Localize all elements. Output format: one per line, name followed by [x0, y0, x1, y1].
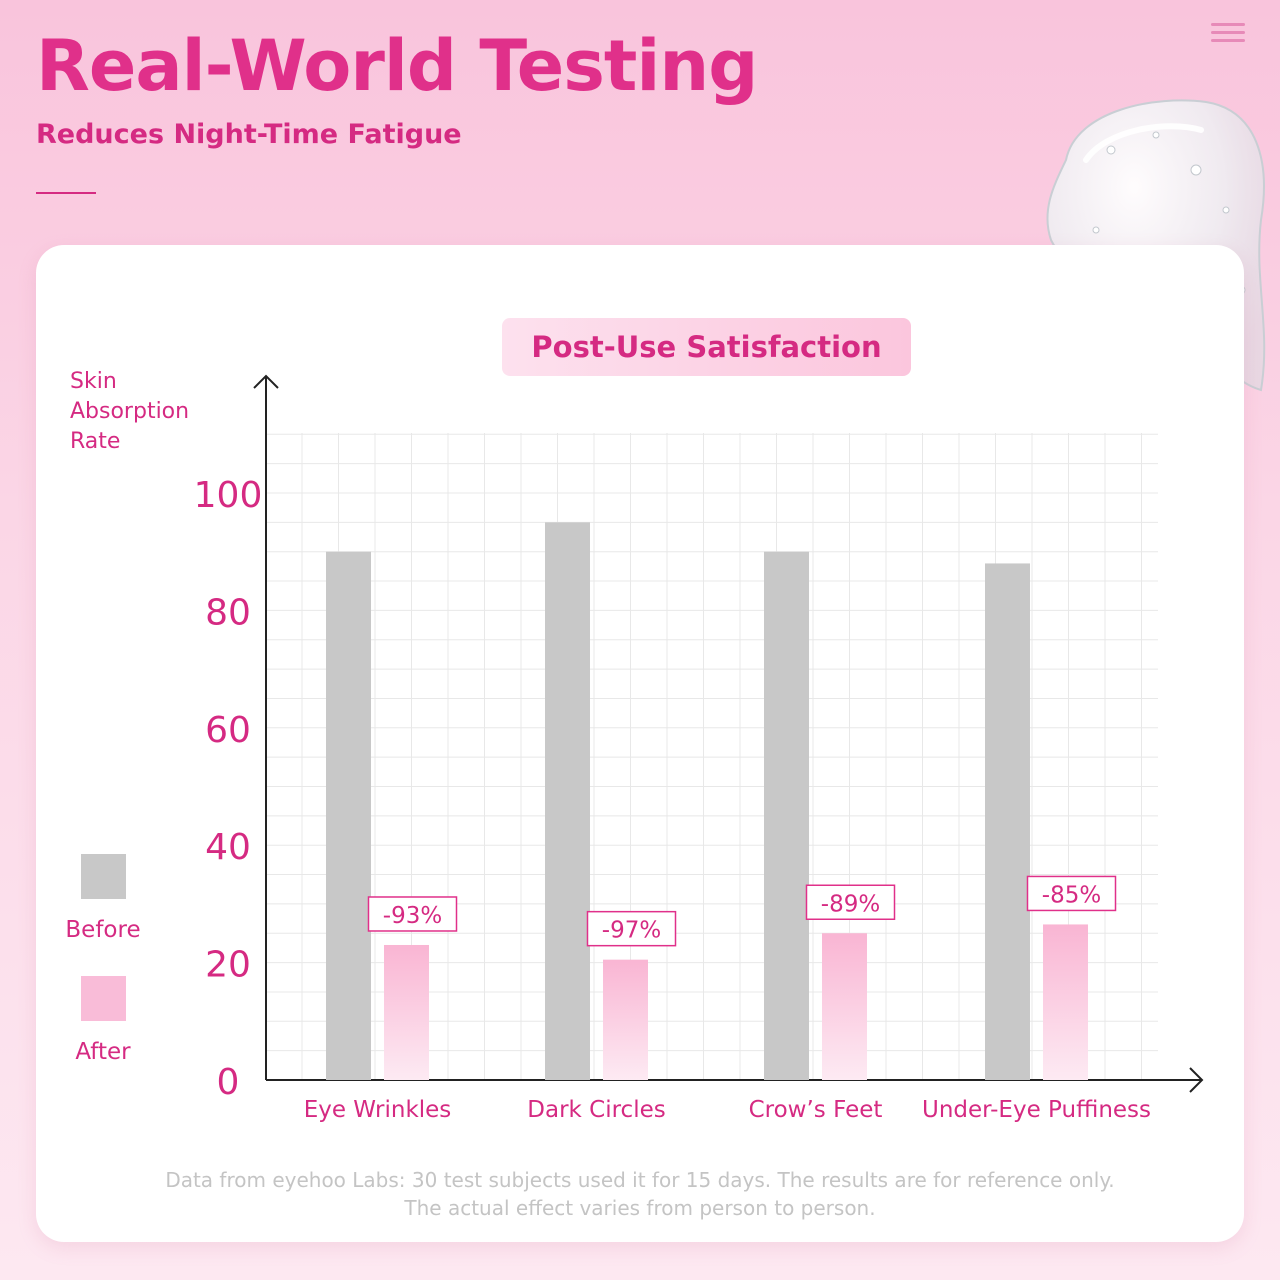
- bar-before: [985, 563, 1030, 1080]
- legend-swatch-before: [81, 854, 126, 899]
- y-tick-label: 80: [205, 592, 251, 633]
- bar-after: [822, 933, 867, 1080]
- reduction-label: -89%: [821, 891, 880, 917]
- title-divider: [36, 192, 96, 194]
- bar-after: [384, 944, 429, 1080]
- x-tick-label: Dark Circles: [527, 1097, 665, 1123]
- y-tick-label: 60: [205, 710, 251, 751]
- reduction-label: -93%: [383, 903, 442, 929]
- footnote: Data from eyehoo Labs: 30 test subjects …: [100, 1166, 1180, 1222]
- reduction-badge: [805, 884, 896, 920]
- y-axis-label-line: Skin: [70, 369, 117, 394]
- footnote-line-2: The actual effect varies from person to …: [404, 1196, 876, 1220]
- bar-before: [764, 551, 809, 1080]
- bar-after: [603, 959, 648, 1080]
- reduction-badge: [586, 910, 677, 947]
- y-axis-arrow: [253, 374, 279, 389]
- x-axis-arrow: [1189, 1067, 1204, 1093]
- bar-before: [326, 551, 371, 1080]
- x-tick-label: Under-Eye Puffiness: [922, 1097, 1151, 1123]
- y-axis-label-line: Rate: [70, 429, 121, 454]
- legend-swatch-after: [81, 976, 126, 1021]
- y-tick-label: 40: [205, 827, 251, 868]
- y-tick-label: 0: [217, 1062, 240, 1103]
- page-title: Real-World Testing: [36, 25, 758, 107]
- x-tick-label: Eye Wrinkles: [304, 1097, 452, 1123]
- reduction-label: -85%: [1042, 882, 1101, 908]
- legend-label-after: After: [75, 1039, 131, 1065]
- y-axis-label: Skin Absorption Rate: [70, 367, 220, 457]
- hamburger-menu-icon[interactable]: [1206, 20, 1250, 48]
- reduction-label: -97%: [602, 918, 661, 944]
- bar-after: [1043, 924, 1088, 1080]
- footnote-line-1: Data from eyehoo Labs: 30 test subjects …: [165, 1168, 1115, 1192]
- legend-label-before: Before: [65, 917, 141, 943]
- reduction-badge: [367, 896, 458, 932]
- page-subtitle: Reduces Night-Time Fatigue: [36, 119, 462, 150]
- x-tick-label: Crow’s Feet: [749, 1097, 883, 1123]
- chart-title: Post-Use Satisfaction: [502, 318, 911, 376]
- y-tick-label: 100: [194, 475, 263, 516]
- y-tick-label: 20: [205, 945, 251, 986]
- y-axis-label-line: Absorption: [70, 399, 190, 424]
- reduction-badge: [1026, 875, 1117, 912]
- bar-before: [545, 522, 590, 1080]
